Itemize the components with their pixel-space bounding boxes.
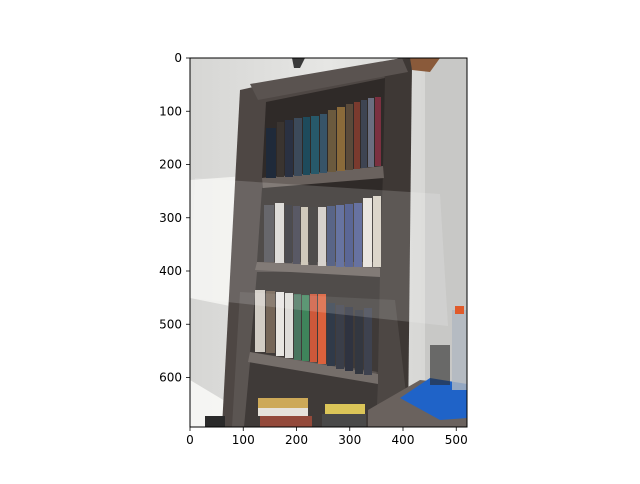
bookshelf-photo (190, 58, 467, 427)
x-tick-label: 0 (186, 433, 194, 447)
books-shelf-1 (266, 97, 381, 178)
axes-frame (189, 57, 468, 428)
y-tick-label: 200 (159, 158, 182, 172)
x-tick-label: 500 (445, 433, 468, 447)
x-tick-label: 100 (232, 433, 255, 447)
books-shelf-4 (258, 398, 366, 427)
y-axis: 0 100 200 300 400 500 600 (159, 51, 190, 385)
y-tick-label: 500 (159, 317, 182, 331)
x-tick-label: 200 (285, 433, 308, 447)
y-tick-label: 300 (159, 211, 182, 225)
y-tick-label: 600 (159, 371, 182, 385)
y-tick-label: 100 (159, 104, 182, 118)
books-shelf-3 (255, 290, 372, 375)
y-tick-label: 0 (174, 51, 182, 65)
x-tick-label: 400 (392, 433, 415, 447)
x-tick-label: 300 (338, 433, 361, 447)
x-axis: 0 100 200 300 400 500 (186, 427, 468, 447)
books-shelf-2 (264, 196, 381, 267)
y-tick-label: 400 (159, 264, 182, 278)
